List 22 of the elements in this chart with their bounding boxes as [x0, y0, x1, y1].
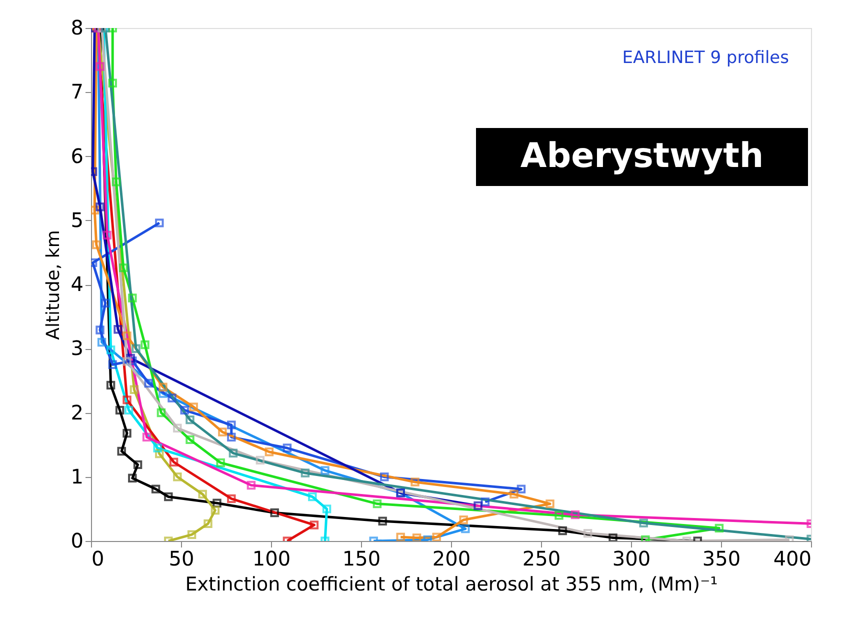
y-tick-label: 7: [70, 80, 84, 104]
y-tick-label: 2: [70, 400, 84, 424]
x-tick-label: 0: [92, 546, 104, 570]
x-tick-label: 300: [612, 546, 651, 570]
y-tick-label: 6: [70, 144, 84, 168]
y-tick-label: 0: [70, 528, 84, 552]
x-tick-label: 400: [773, 546, 812, 570]
y-tick-label: 1: [70, 464, 84, 488]
x-tick-label: 250: [522, 546, 561, 570]
x-tick-label: 100: [252, 546, 291, 570]
annotation: EARLINET 9 profiles: [622, 48, 790, 68]
x-axis-title: Extinction coefficient of total aerosol at 355 nm, (Mm)⁻¹: [185, 574, 718, 596]
annotation: Aberystwyth: [520, 136, 764, 176]
x-tick-label: 150: [342, 546, 381, 570]
y-tick-label: 3: [70, 336, 84, 360]
y-axis-title: Altitude, km: [42, 230, 64, 340]
x-tick-label: 50: [168, 546, 194, 570]
x-tick-label: 200: [432, 546, 471, 570]
x-tick-label: 350: [702, 546, 741, 570]
y-tick-label: 4: [70, 272, 84, 296]
y-tick-label: 5: [70, 208, 84, 232]
y-tick-label: 8: [70, 16, 84, 40]
